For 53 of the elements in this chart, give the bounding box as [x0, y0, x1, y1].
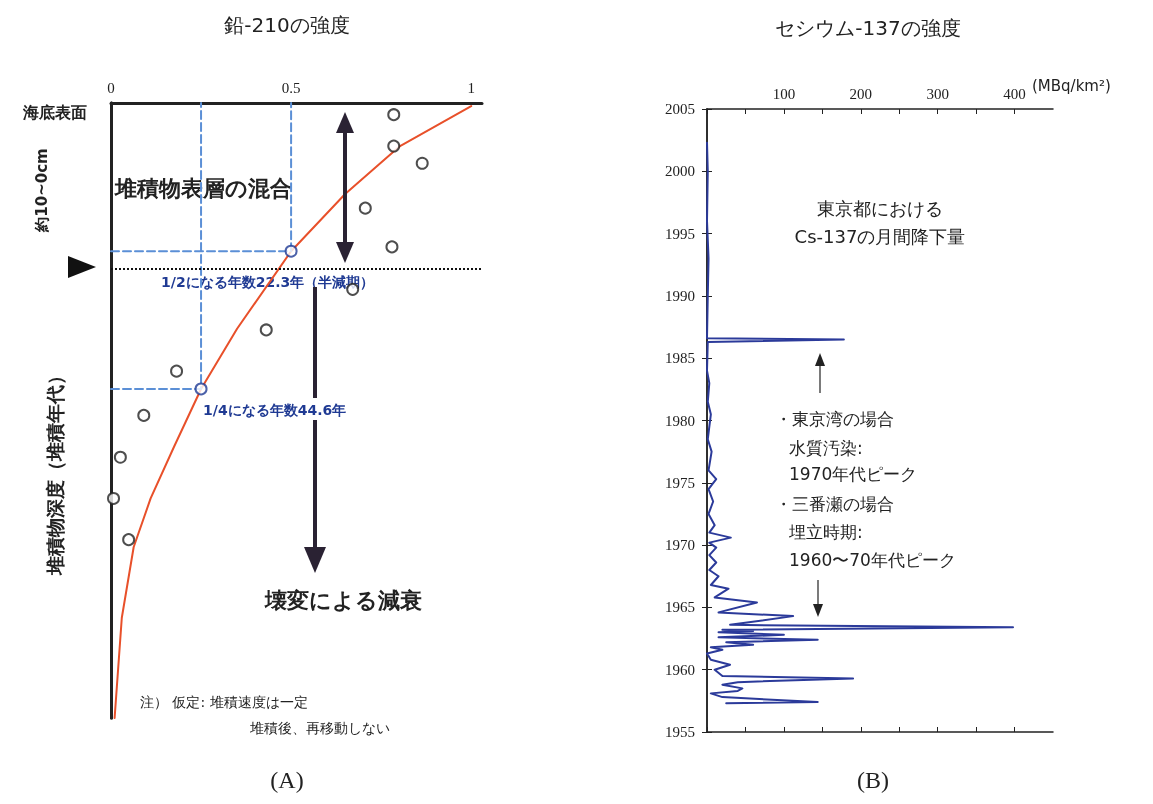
x-tick-label: 0 — [107, 79, 115, 96]
annotation: 堆積物表層の混合 — [114, 175, 292, 201]
text: 堆積後、再移動しない — [249, 720, 390, 736]
annotation: 1/4になる年数44.6年 — [203, 401, 347, 418]
line-series — [706, 141, 1015, 705]
point — [113, 450, 127, 464]
y-tick-label: 1960 — [665, 661, 695, 678]
point — [284, 244, 298, 258]
y-tick-label: 1970 — [665, 537, 695, 554]
x-tick-label: 300 — [926, 85, 949, 102]
x-tick-label: 100 — [772, 85, 796, 102]
annotation: 注） 仮定: 堆積速度は一定 — [140, 694, 308, 710]
point — [358, 201, 372, 215]
point — [194, 382, 208, 396]
annotation: 東京都における — [817, 197, 943, 219]
y-tick-label: 1985 — [665, 350, 695, 367]
point — [387, 108, 401, 122]
text: (B) — [857, 767, 889, 793]
point — [122, 533, 136, 547]
text: (A) — [270, 767, 304, 793]
chart-title: 鉛-210の強度 — [224, 13, 350, 37]
x-axis-title: (MBq/km²) — [1032, 77, 1111, 95]
x-tick-label: 400 — [1003, 85, 1026, 102]
annotation: 1970年代ピーク — [789, 464, 918, 484]
y-tick-label: 1995 — [665, 225, 695, 242]
point — [385, 240, 399, 254]
annotation: 水質汚染: — [789, 438, 863, 458]
annotation: 壊変による減衰 — [264, 587, 422, 613]
y-tick-label: 1955 — [665, 724, 695, 740]
annotation: 埋立時期: — [788, 522, 863, 542]
point — [137, 408, 151, 422]
x-tick-label: 200 — [849, 85, 873, 102]
point — [259, 323, 273, 337]
y-tick-label: 1990 — [665, 287, 695, 304]
y-tick-label: 1975 — [665, 474, 695, 491]
x-tick-label: 0.5 — [281, 79, 301, 96]
y-tick-label: 2005 — [665, 101, 695, 117]
y-tick-label: 2000 — [665, 163, 695, 180]
point — [387, 139, 401, 153]
point — [415, 156, 429, 170]
text: 約10~0cm — [33, 148, 51, 233]
chart-title: セシウム-137の強度 — [775, 16, 961, 40]
text: 海底表面 — [22, 102, 87, 122]
x-tick-label: 1 — [467, 79, 475, 96]
point — [107, 491, 121, 505]
annotation: ・東京湾の場合 — [775, 409, 894, 429]
annotation: Cs-137の月間降下量 — [794, 225, 966, 247]
y-tick-label: 1965 — [665, 599, 695, 616]
annotation: 1960〜70年代ピーク — [789, 550, 956, 570]
y-tick-label: 1980 — [665, 412, 695, 429]
y-axis-title: 堆積物深度（堆積年代） — [44, 365, 66, 576]
point — [170, 364, 184, 378]
annotation: ・三番瀬の場合 — [775, 494, 894, 514]
